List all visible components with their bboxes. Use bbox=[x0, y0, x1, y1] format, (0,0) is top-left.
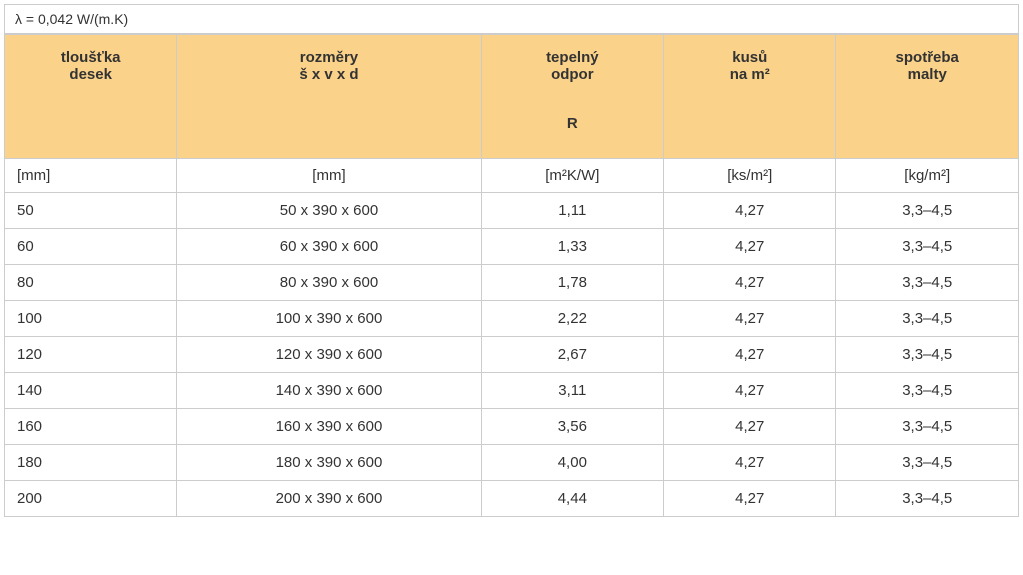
cell: 3,3–4,5 bbox=[836, 373, 1019, 409]
header-line: desek bbox=[5, 66, 176, 83]
cell: 4,27 bbox=[664, 373, 836, 409]
cell: 60 bbox=[5, 229, 177, 265]
unit-cell: [mm] bbox=[5, 159, 177, 193]
col-header: tloušťkadesek bbox=[5, 35, 177, 107]
header-line: odpor bbox=[482, 66, 664, 83]
cell: 200 x 390 x 600 bbox=[177, 481, 481, 517]
cell: 4,27 bbox=[664, 409, 836, 445]
cell: 4,27 bbox=[664, 265, 836, 301]
cell: 4,27 bbox=[664, 337, 836, 373]
header-line: kusů bbox=[664, 49, 835, 66]
cell: 3,3–4,5 bbox=[836, 229, 1019, 265]
table-row: 160160 x 390 x 6003,564,273,3–4,5 bbox=[5, 409, 1019, 445]
cell: 3,11 bbox=[481, 373, 664, 409]
spec-table: tloušťkadesekrozměryš x v x dtepelnýodpo… bbox=[4, 34, 1019, 517]
col-symbol bbox=[836, 107, 1019, 159]
table-head: tloušťkadesekrozměryš x v x dtepelnýodpo… bbox=[5, 35, 1019, 159]
cell: 50 bbox=[5, 193, 177, 229]
cell: 3,56 bbox=[481, 409, 664, 445]
cell: 80 bbox=[5, 265, 177, 301]
table-row: 5050 x 390 x 6001,114,273,3–4,5 bbox=[5, 193, 1019, 229]
cell: 3,3–4,5 bbox=[836, 265, 1019, 301]
table-row: 200200 x 390 x 6004,444,273,3–4,5 bbox=[5, 481, 1019, 517]
cell: 100 x 390 x 600 bbox=[177, 301, 481, 337]
header-line: tloušťka bbox=[5, 49, 176, 66]
header-line: tepelný bbox=[482, 49, 664, 66]
col-symbol bbox=[664, 107, 836, 159]
col-header: tepelnýodpor bbox=[481, 35, 664, 107]
header-line: spotřeba bbox=[836, 49, 1018, 66]
cell: 2,67 bbox=[481, 337, 664, 373]
col-header: rozměryš x v x d bbox=[177, 35, 481, 107]
cell: 3,3–4,5 bbox=[836, 409, 1019, 445]
cell: 3,3–4,5 bbox=[836, 301, 1019, 337]
cell: 4,44 bbox=[481, 481, 664, 517]
cell: 4,27 bbox=[664, 193, 836, 229]
cell: 120 x 390 x 600 bbox=[177, 337, 481, 373]
unit-cell: [kg/m²] bbox=[836, 159, 1019, 193]
col-symbol bbox=[5, 107, 177, 159]
table-row: 6060 x 390 x 6001,334,273,3–4,5 bbox=[5, 229, 1019, 265]
cell: 200 bbox=[5, 481, 177, 517]
cell: 180 bbox=[5, 445, 177, 481]
unit-cell: [ks/m²] bbox=[664, 159, 836, 193]
cell: 1,11 bbox=[481, 193, 664, 229]
cell: 80 x 390 x 600 bbox=[177, 265, 481, 301]
cell: 3,3–4,5 bbox=[836, 193, 1019, 229]
cell: 4,00 bbox=[481, 445, 664, 481]
cell: 160 bbox=[5, 409, 177, 445]
table-row: 140140 x 390 x 6003,114,273,3–4,5 bbox=[5, 373, 1019, 409]
cell: 160 x 390 x 600 bbox=[177, 409, 481, 445]
cell: 3,3–4,5 bbox=[836, 337, 1019, 373]
col-symbol: R bbox=[481, 107, 664, 159]
cell: 4,27 bbox=[664, 481, 836, 517]
table-body: 5050 x 390 x 6001,114,273,3–4,56060 x 39… bbox=[5, 193, 1019, 517]
cell: 4,27 bbox=[664, 445, 836, 481]
header-line: rozměry bbox=[177, 49, 480, 66]
cell: 3,3–4,5 bbox=[836, 445, 1019, 481]
cell: 60 x 390 x 600 bbox=[177, 229, 481, 265]
cell: 180 x 390 x 600 bbox=[177, 445, 481, 481]
cell: 140 bbox=[5, 373, 177, 409]
cell: 3,3–4,5 bbox=[836, 481, 1019, 517]
cell: 120 bbox=[5, 337, 177, 373]
table-row: 180180 x 390 x 6004,004,273,3–4,5 bbox=[5, 445, 1019, 481]
units-row: [mm][mm][m²K/W][ks/m²][kg/m²] bbox=[5, 159, 1019, 193]
cell: 2,22 bbox=[481, 301, 664, 337]
header-line: na m² bbox=[664, 66, 835, 83]
table-row: 100100 x 390 x 6002,224,273,3–4,5 bbox=[5, 301, 1019, 337]
table-row: 120120 x 390 x 6002,674,273,3–4,5 bbox=[5, 337, 1019, 373]
cell: 1,78 bbox=[481, 265, 664, 301]
lambda-caption: λ = 0,042 W/(m.K) bbox=[4, 4, 1019, 34]
header-line: š x v x d bbox=[177, 66, 480, 83]
col-header: kusůna m² bbox=[664, 35, 836, 107]
unit-cell: [m²K/W] bbox=[481, 159, 664, 193]
col-header: spotřebamalty bbox=[836, 35, 1019, 107]
cell: 4,27 bbox=[664, 301, 836, 337]
col-symbol bbox=[177, 107, 481, 159]
cell: 100 bbox=[5, 301, 177, 337]
unit-cell: [mm] bbox=[177, 159, 481, 193]
cell: 4,27 bbox=[664, 229, 836, 265]
cell: 1,33 bbox=[481, 229, 664, 265]
cell: 140 x 390 x 600 bbox=[177, 373, 481, 409]
table-container: λ = 0,042 W/(m.K) tloušťkadesekrozměryš … bbox=[4, 4, 1019, 517]
header-line: malty bbox=[836, 66, 1018, 83]
table-row: 8080 x 390 x 6001,784,273,3–4,5 bbox=[5, 265, 1019, 301]
cell: 50 x 390 x 600 bbox=[177, 193, 481, 229]
